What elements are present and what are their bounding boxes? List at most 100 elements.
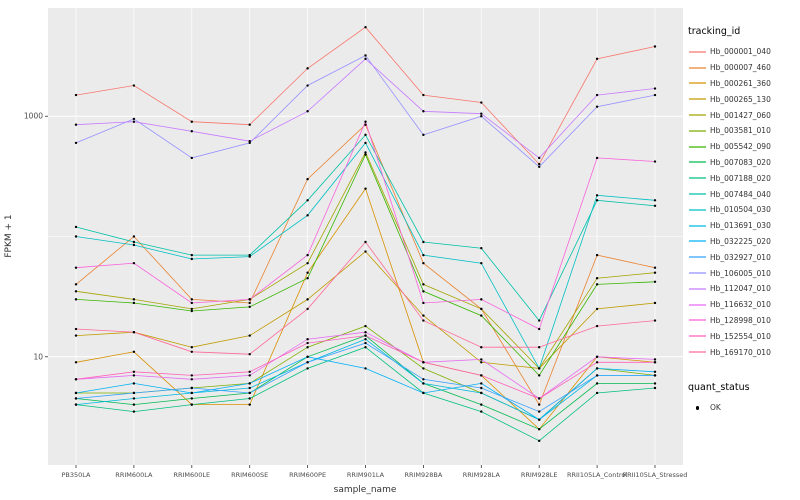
data-point (422, 382, 425, 385)
data-point (595, 283, 599, 286)
data-point (132, 240, 136, 244)
data-point (74, 123, 78, 126)
data-point (190, 307, 193, 311)
data-point (74, 298, 78, 301)
data-point (190, 309, 193, 313)
data-point (364, 57, 367, 61)
data-point (306, 361, 309, 364)
x-tick-label: RRIM901LA (347, 471, 385, 479)
legend-item-quant-ok: OK (688, 400, 798, 416)
data-point (306, 346, 309, 349)
data-point (653, 93, 657, 97)
data-point (595, 105, 599, 108)
data-point (132, 120, 136, 123)
data-point (595, 277, 599, 280)
data-point (422, 110, 425, 113)
legend-item-label: Hb_007083_020 (710, 157, 771, 167)
data-point (74, 361, 78, 364)
data-point (595, 156, 599, 160)
data-point (132, 370, 136, 373)
data-point (480, 115, 483, 118)
data-point (538, 346, 541, 349)
data-point (248, 403, 251, 406)
data-point (132, 298, 136, 301)
legend-item-label: Hb_106005_010 (710, 268, 771, 278)
data-point (132, 350, 136, 353)
data-point (132, 382, 136, 385)
legend-item-label: Hb_152554_010 (710, 331, 771, 341)
legend-items: Hb_000001_040 Hb_000007_460 Hb_000261_360 H… (688, 44, 798, 360)
data-point (74, 397, 78, 400)
legend-item-label: Hb_000001_040 (710, 47, 771, 57)
legend-item: Hb_106005_010 (688, 265, 798, 281)
data-point (74, 283, 78, 286)
data-point (480, 346, 483, 349)
data-point (653, 271, 657, 274)
legend-key-line-icon (688, 78, 707, 88)
data-point (595, 324, 599, 328)
data-point (364, 341, 367, 345)
data-point (364, 367, 367, 370)
data-point (190, 298, 193, 301)
data-point (480, 358, 483, 361)
legend-key-line-icon (688, 189, 707, 199)
data-point (364, 123, 367, 126)
data-point (306, 337, 309, 341)
data-point (364, 334, 367, 337)
legend-item: Hb_013691_030 (688, 218, 798, 234)
data-point (132, 84, 136, 87)
data-point (306, 214, 309, 217)
data-point (190, 120, 193, 123)
data-point (653, 266, 657, 269)
data-point (653, 382, 657, 385)
x-tick-label: RRII105LA_Stressed (623, 471, 688, 479)
data-point (74, 327, 78, 331)
data-point (190, 350, 193, 353)
data-point (306, 177, 309, 181)
data-point (480, 361, 483, 364)
data-point (132, 117, 136, 121)
data-point (364, 153, 367, 156)
data-point (74, 391, 78, 395)
data-point (190, 403, 193, 406)
legend-key-line-icon (688, 252, 707, 262)
x-tick-label: RRIM928LE (521, 471, 558, 479)
data-point (190, 374, 193, 377)
data-point (74, 141, 78, 145)
data-point (306, 199, 309, 202)
data-point (538, 319, 541, 322)
legend-key-line-icon (688, 63, 707, 73)
data-point (538, 156, 541, 160)
legend-item: Hb_032225_020 (688, 234, 798, 250)
data-point (653, 301, 657, 305)
data-point (595, 93, 599, 97)
legend-item-label: Hb_003581_010 (710, 126, 771, 136)
data-point (306, 271, 309, 274)
data-point (595, 374, 599, 377)
legend-key-line-icon (688, 142, 707, 152)
data-point (538, 439, 541, 443)
legend-item: Hb_169170_010 (688, 344, 798, 360)
legend-item: Hb_000007_460 (688, 60, 798, 76)
data-point (422, 391, 425, 395)
data-point (538, 410, 541, 413)
data-point (480, 112, 483, 115)
legend-key-line-icon (688, 331, 707, 341)
data-point (653, 87, 657, 90)
data-point (595, 307, 599, 311)
x-tick-label: RRIM928BA (404, 471, 442, 479)
legend-title-quant-status: quant_status (688, 381, 750, 393)
legend-key-line-icon (688, 126, 707, 136)
x-tick-label: RRIM928LA (463, 471, 501, 479)
legend-title-tracking-id: tracking_id (688, 26, 741, 37)
data-point (480, 403, 483, 406)
data-point (248, 382, 251, 385)
data-point (306, 67, 309, 70)
data-point (248, 255, 251, 258)
legend-item: Hb_112047_010 (688, 281, 798, 297)
data-point (538, 374, 541, 377)
legend-item: Hb_152554_010 (688, 328, 798, 344)
data-point (538, 418, 541, 421)
data-point (480, 246, 483, 250)
y-tick-label: 1000 (24, 112, 43, 121)
